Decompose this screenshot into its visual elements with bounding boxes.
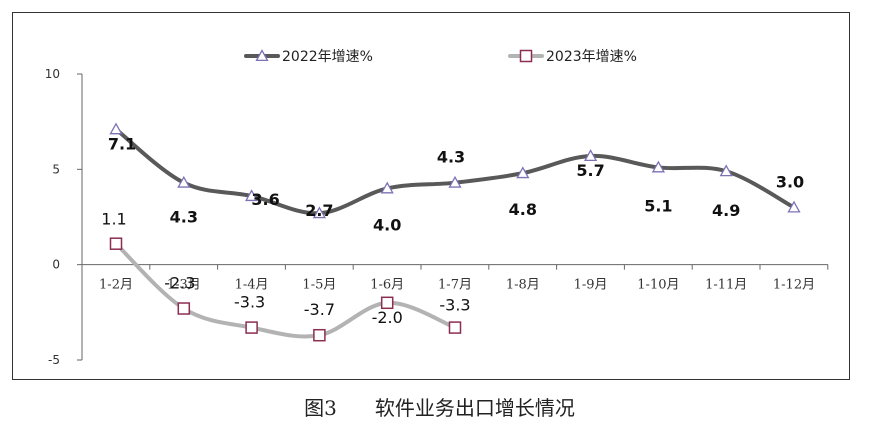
series-2023-point [177,302,191,315]
series-2023-data-label: -3.3 [234,293,265,312]
series-2023-data-label: 1.1 [101,210,126,229]
x-tick-label: 1-6月 [370,278,404,293]
series-2022-data-label: 7.1 [108,134,136,153]
series-2023: 1.1 -2.3 -3.3 -3.7 -2.0 -3.3 [101,210,471,342]
series-2022-data-label: 5.7 [576,161,604,180]
x-tick-label: 1-9月 [574,278,608,293]
x-tick-label: 1-4月 [235,278,269,293]
series-2022-point [583,149,598,162]
x-tick-label: 1-11月 [705,278,747,293]
caption-number: 图3 [304,396,337,420]
y-tick-label: 0 [52,258,60,272]
figure-caption: 图3 软件业务出口增长情况 [0,392,879,421]
series-2023-point [448,321,462,334]
chart-legend: 2022年增速% 2023年增速% [244,49,637,65]
chart-frame [12,12,850,380]
x-tick-label: 1-12月 [773,278,815,293]
series-2022-point [448,175,462,188]
series-2022-point [312,206,327,219]
series-2022-data-label: 5.1 [644,196,672,215]
series-2022-point [380,181,394,194]
series-2022-data-label: 3.0 [776,172,804,191]
series-2022-data-label: 4.9 [712,201,740,220]
series-2023-point [380,296,394,310]
series-2023-point [245,321,258,334]
series-2023-point [109,237,123,250]
series-2022-point [177,175,191,188]
x-tick-label: 1-3月 [167,278,201,293]
series-2022-point [651,160,666,173]
series-2022-data-label: 4.0 [373,215,401,234]
series-2022-data-label: 3.6 [251,190,279,209]
series-2022-data-label: 4.3 [170,208,198,227]
series-2022-point [719,164,733,177]
series-2023-data-label: -2.0 [372,308,403,327]
legend-2023-label: 2023年增速% [546,49,637,65]
series-2022-point [244,189,259,202]
series-2022-point [109,122,123,135]
series-2022-line [114,127,796,216]
series-2022-point [516,166,530,179]
x-tick-label: 1-8月 [506,278,540,293]
y-tick-label: -5 [48,353,60,367]
x-tick-label: 1-10月 [637,278,679,293]
legend-2023-marker [519,49,533,63]
series-2022-data-label: 4.3 [437,148,465,167]
x-tick-label: 1-2月 [99,278,133,293]
series-2022: 7.1 4.3 3.6 2.7 4.0 4.3 4.8 5.7 5.1 4.9 3.0 [108,122,804,234]
legend-2022-label: 2022年增速% [282,49,373,65]
legend-2022-marker [255,49,269,62]
x-tick-label: 1-7月 [438,278,472,293]
x-tick-label: 1-5月 [302,278,336,293]
y-tick-label: 5 [52,162,60,176]
caption-text: 软件业务出口增长情况 [374,396,575,420]
series-2022-data-label: 2.7 [305,201,333,220]
series-2023-data-label: -3.3 [439,296,470,315]
series-2023-data-label: -3.7 [304,300,335,319]
series-2022-point [787,200,801,213]
y-tick-label: 10 [45,67,60,81]
series-2022-data-label: 4.8 [509,200,537,219]
series-2023-point [313,328,326,342]
series-2023-data-label: -2.3 [164,274,195,293]
